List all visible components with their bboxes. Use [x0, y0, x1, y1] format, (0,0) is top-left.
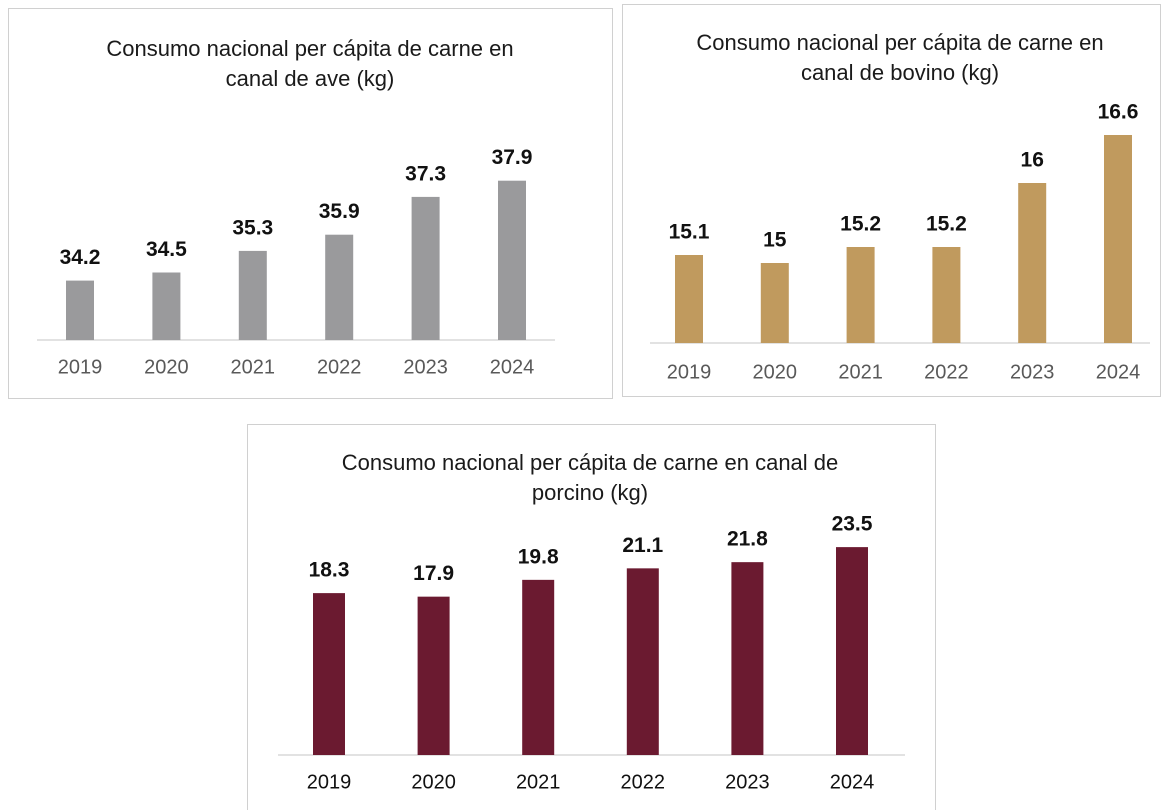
value-label: 37.9: [492, 146, 533, 169]
bar: [325, 234, 354, 340]
x-tick-label: 2021: [231, 356, 276, 378]
x-tick-label: 2024: [490, 356, 535, 378]
value-label: 23.5: [832, 513, 873, 536]
x-tick-label: 2021: [516, 771, 561, 793]
x-tick-label: 2021: [838, 361, 883, 383]
bar: [411, 196, 440, 340]
value-label: 16: [1021, 149, 1044, 172]
bar: [836, 547, 868, 755]
bar: [522, 579, 555, 755]
bar: [498, 180, 526, 340]
x-tick-label: 2019: [667, 361, 712, 383]
value-label: 35.9: [319, 200, 360, 223]
x-tick-label: 2019: [307, 771, 352, 793]
value-label: 16.6: [1098, 101, 1139, 124]
bar: [846, 247, 875, 343]
bar: [1018, 183, 1047, 343]
bar: [238, 250, 267, 340]
x-tick-label: 2024: [830, 771, 875, 793]
value-label: 37.3: [405, 162, 446, 185]
chart-frame: [247, 424, 936, 810]
chart-title: Consumo nacional per cápita de carne en …: [696, 30, 1104, 85]
value-label: 21.8: [727, 528, 768, 551]
x-tick-label: 2020: [753, 361, 798, 383]
x-tick-label: 2022: [621, 771, 666, 793]
bar: [760, 263, 789, 343]
value-label: 34.2: [60, 246, 101, 269]
x-tick-label: 2020: [411, 771, 456, 793]
bar: [731, 562, 764, 755]
value-label: 15.2: [840, 213, 881, 236]
x-tick-label: 2022: [317, 356, 362, 378]
value-label: 15.1: [669, 221, 710, 244]
value-label: 35.3: [232, 216, 273, 239]
bar: [675, 255, 703, 343]
value-label: 21.1: [622, 534, 663, 557]
value-label: 17.9: [413, 562, 454, 585]
x-tick-label: 2024: [1096, 361, 1141, 383]
chart-title: Consumo nacional per cápita de carne en …: [341, 450, 839, 505]
x-tick-label: 2023: [725, 771, 770, 793]
x-tick-label: 2022: [924, 361, 969, 383]
bar: [1104, 135, 1132, 343]
x-tick-label: 2023: [1010, 361, 1055, 383]
bar: [417, 596, 450, 755]
chart-frame: [622, 4, 1161, 397]
chart-frame: [8, 8, 613, 399]
bar: [152, 272, 181, 340]
chart-title: Consumo nacional per cápita de carne en …: [106, 36, 514, 91]
value-label: 15.2: [926, 213, 967, 236]
bar: [313, 593, 345, 755]
x-tick-label: 2019: [58, 356, 103, 378]
bar: [626, 568, 659, 755]
value-label: 15: [763, 229, 787, 252]
bar: [932, 247, 961, 343]
value-label: 19.8: [518, 545, 559, 568]
value-label: 18.3: [309, 559, 350, 582]
x-tick-label: 2020: [144, 356, 189, 378]
bar: [66, 280, 94, 340]
value-label: 34.5: [146, 238, 187, 261]
x-tick-label: 2023: [403, 356, 448, 378]
